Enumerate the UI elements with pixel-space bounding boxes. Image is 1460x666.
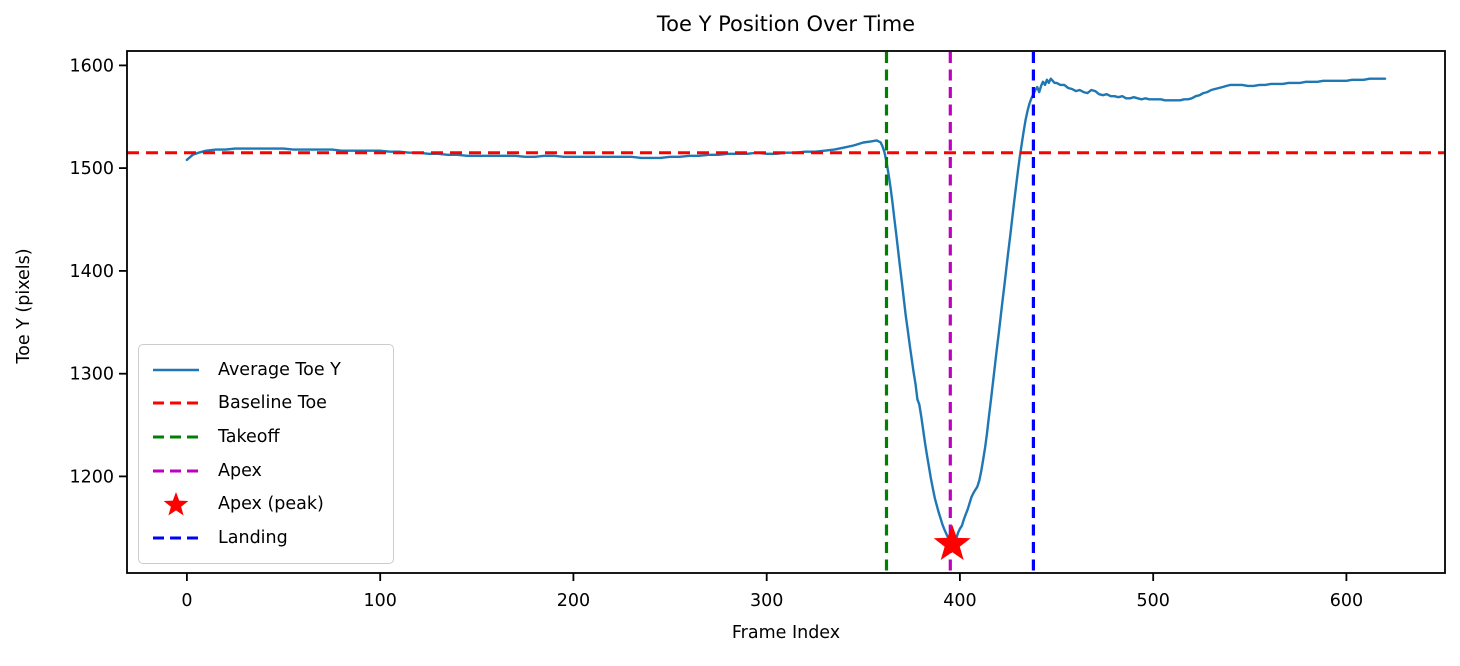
- x-tick-label: 500: [1136, 591, 1169, 611]
- legend-item-average-toe-y: Average Toe Y: [151, 357, 381, 383]
- legend-label: Takeoff: [218, 427, 280, 448]
- legend-solid-line-icon: [151, 357, 201, 383]
- legend-star-icon: [151, 491, 201, 517]
- x-tick-label: 400: [943, 591, 976, 611]
- chart-title: Toe Y Position Over Time: [656, 12, 916, 36]
- x-tick-label: 0: [181, 591, 192, 611]
- legend-label: Average Toe Y: [218, 359, 341, 380]
- y-tick-label: 1600: [69, 56, 114, 76]
- legend-dashed-line-icon: [151, 390, 201, 416]
- legend-label: Apex (peak): [218, 494, 324, 515]
- legend-item-apex: Apex: [151, 458, 381, 484]
- legend-item-apex-peak: Apex (peak): [151, 491, 381, 517]
- x-tick-label: 200: [557, 591, 590, 611]
- y-tick-label: 1500: [69, 159, 114, 179]
- legend-item-takeoff: Takeoff: [151, 424, 381, 450]
- legend-item-baseline-toe: Baseline Toe: [151, 390, 381, 416]
- y-tick-label: 1300: [69, 365, 114, 385]
- legend-label: Baseline Toe: [218, 393, 327, 414]
- y-tick-label: 1400: [69, 262, 114, 282]
- legend-dashed-line-icon: [151, 458, 201, 484]
- axes-spines: [126, 50, 1446, 574]
- legend-dashed-line-icon: [151, 525, 201, 551]
- legend-label: Landing: [218, 528, 288, 549]
- x-tick-label: 300: [750, 591, 783, 611]
- legend-dashed-line-icon: [151, 424, 201, 450]
- legend-box: Average Toe Y Baseline Toe Takeoff Apex Apex…: [138, 344, 394, 564]
- y-axis-label: Toe Y (pixels): [14, 248, 34, 364]
- legend-label: Apex: [218, 460, 262, 481]
- series-line-average-toe-y: [185, 77, 1387, 546]
- y-tick-label: 1200: [69, 467, 114, 487]
- apex-peak-star-marker: [933, 524, 971, 560]
- x-tick-label: 100: [363, 591, 396, 611]
- legend-item-landing: Landing: [151, 525, 381, 551]
- x-axis-label: Frame Index: [731, 623, 841, 643]
- x-tick-label: 600: [1330, 591, 1363, 611]
